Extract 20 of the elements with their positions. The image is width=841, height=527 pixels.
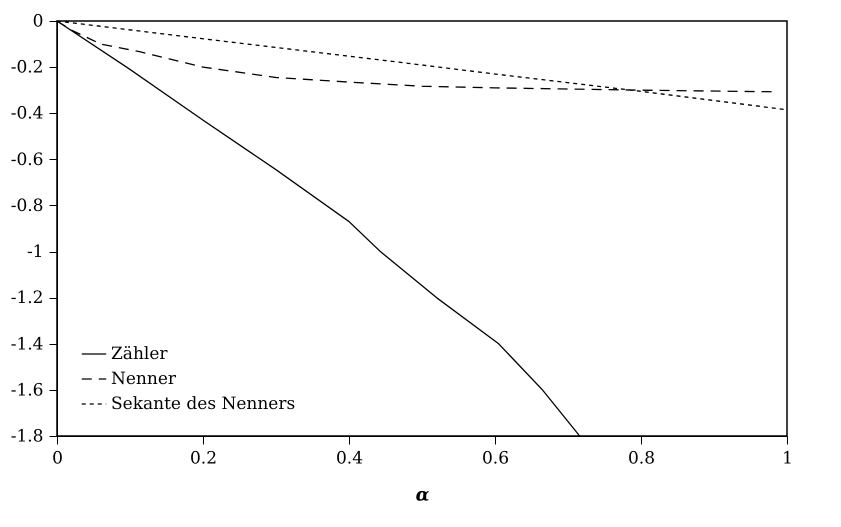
x-tick-label: 0 xyxy=(52,448,63,468)
legend-label: Nenner xyxy=(111,369,177,389)
x-tick-label: 0.6 xyxy=(482,448,510,468)
legend-label: Sekante des Nenners xyxy=(111,394,296,414)
legend-label: Zähler xyxy=(111,344,168,364)
x-tick-label: 0.4 xyxy=(336,448,364,468)
x-tick-label: 0.2 xyxy=(190,448,218,468)
y-tick-label: -0.8 xyxy=(10,196,44,216)
y-tick-label: -1.6 xyxy=(10,380,44,400)
y-tick-label: -1 xyxy=(26,242,44,262)
x-tick-label: 0.8 xyxy=(628,448,656,468)
y-tick-label: -1.2 xyxy=(10,288,44,308)
y-tick-label: -0.4 xyxy=(10,104,44,124)
x-tick-label: 1 xyxy=(782,448,793,468)
y-tick-label: -0.6 xyxy=(10,150,44,170)
y-tick-label: -1.4 xyxy=(10,334,44,354)
y-tick-label: -0.2 xyxy=(10,58,44,78)
x-axis-title: α xyxy=(416,484,430,506)
y-tick-label: 0 xyxy=(32,12,44,32)
y-tick-label: -1.8 xyxy=(10,426,44,446)
